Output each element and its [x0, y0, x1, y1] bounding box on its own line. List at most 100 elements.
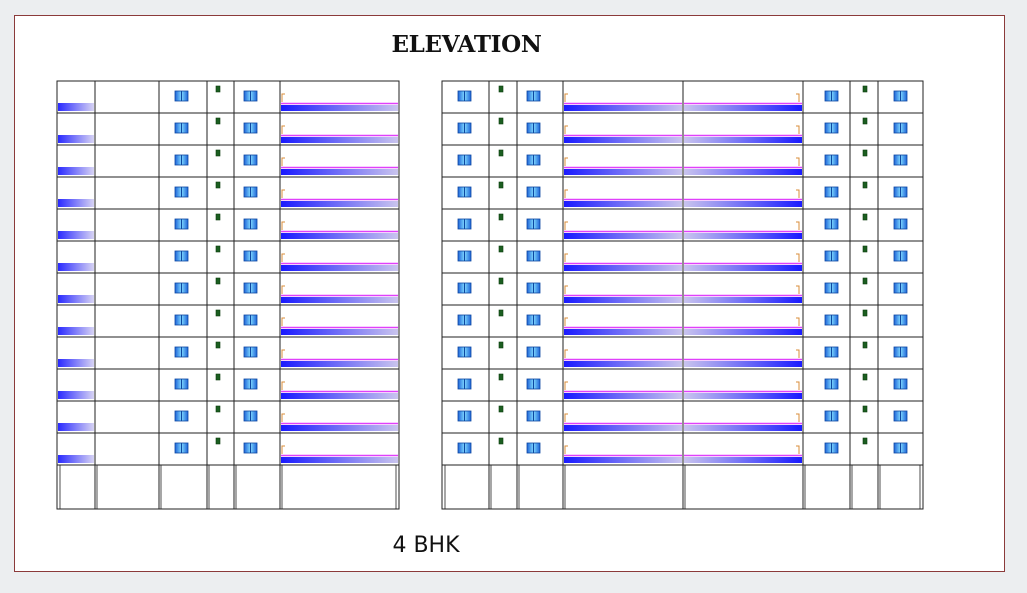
ac-unit-icon [862, 405, 868, 413]
bracket-mark [564, 285, 568, 294]
ac-unit-icon [498, 85, 504, 93]
ac-unit-icon [215, 117, 221, 125]
left-block [56, 80, 400, 510]
ac-unit-icon [215, 277, 221, 285]
balcony-slab [281, 233, 398, 239]
bracket-mark [796, 157, 800, 166]
ac-unit-icon [862, 437, 868, 445]
bracket-mark [564, 413, 568, 422]
balcony-slab [684, 425, 802, 431]
ac-unit-icon [862, 149, 868, 157]
ledge-slab [58, 455, 94, 463]
bracket-mark [281, 349, 285, 358]
bracket-mark [564, 317, 568, 326]
ledge-slab [58, 263, 94, 271]
ac-unit-icon [215, 309, 221, 317]
bracket-mark [281, 125, 285, 134]
ledge-slab [58, 199, 94, 207]
balcony-slab [281, 201, 398, 207]
drawing-caption: 4 BHK [392, 533, 460, 558]
bracket-mark [564, 253, 568, 262]
balcony-slab [684, 137, 802, 143]
ac-unit-icon [862, 277, 868, 285]
balcony-slab [564, 233, 682, 239]
ledge-slab [58, 231, 94, 239]
left-block-outline [56, 80, 400, 510]
balcony-slab [564, 297, 682, 303]
bracket-mark [796, 317, 800, 326]
balcony-slab [564, 425, 682, 431]
bracket-mark [796, 285, 800, 294]
balcony-slab [564, 105, 682, 111]
ledge-slab [58, 423, 94, 431]
ac-unit-icon [498, 405, 504, 413]
ac-unit-icon [215, 341, 221, 349]
bracket-mark [796, 413, 800, 422]
ac-unit-icon [862, 213, 868, 221]
ac-unit-icon [498, 309, 504, 317]
balcony-slab [684, 201, 802, 207]
ac-unit-icon [498, 277, 504, 285]
ac-unit-icon [215, 405, 221, 413]
bracket-mark [281, 285, 285, 294]
balcony-slab [281, 137, 398, 143]
ac-unit-icon [215, 149, 221, 157]
ledge-slab [58, 103, 94, 111]
bracket-mark [796, 381, 800, 390]
ac-unit-icon [215, 373, 221, 381]
bracket-mark [564, 125, 568, 134]
balcony-slab [564, 169, 682, 175]
bracket-mark [796, 253, 800, 262]
ledge-slab [58, 391, 94, 399]
bracket-mark [564, 157, 568, 166]
bracket-mark [281, 93, 285, 102]
ac-unit-icon [498, 373, 504, 381]
ac-unit-icon [862, 245, 868, 253]
balcony-slab [564, 393, 682, 399]
ac-unit-icon [498, 213, 504, 221]
balcony-slab [281, 329, 398, 335]
balcony-slab [281, 457, 398, 463]
ledge-slab [58, 359, 94, 367]
bracket-mark [281, 157, 285, 166]
balcony-slab [281, 169, 398, 175]
balcony-slab [684, 457, 802, 463]
ac-unit-icon [215, 437, 221, 445]
bracket-mark [281, 317, 285, 326]
bracket-mark [564, 381, 568, 390]
balcony-slab [281, 297, 398, 303]
ac-unit-icon [498, 117, 504, 125]
ledge-slab [58, 327, 94, 335]
bracket-mark [281, 189, 285, 198]
ac-unit-icon [862, 373, 868, 381]
ac-unit-icon [215, 213, 221, 221]
right-block [441, 80, 924, 510]
balcony-slab [564, 265, 682, 271]
bracket-mark [281, 253, 285, 262]
bracket-mark [564, 349, 568, 358]
ac-unit-icon [498, 245, 504, 253]
drawing-title: ELEVATION [391, 31, 542, 58]
balcony-slab [281, 361, 398, 367]
bracket-mark [281, 445, 285, 454]
bracket-mark [796, 125, 800, 134]
ac-unit-icon [498, 149, 504, 157]
ac-unit-icon [862, 181, 868, 189]
balcony-slab [281, 265, 398, 271]
balcony-slab [564, 361, 682, 367]
balcony-slab [684, 265, 802, 271]
balcony-slab [564, 201, 682, 207]
ac-unit-icon [215, 85, 221, 93]
balcony-slab [684, 361, 802, 367]
ac-unit-icon [215, 245, 221, 253]
ledge-slab [58, 295, 94, 303]
balcony-slab [684, 233, 802, 239]
bracket-mark [796, 221, 800, 230]
bracket-mark [796, 93, 800, 102]
balcony-slab [564, 329, 682, 335]
balcony-slab [564, 137, 682, 143]
ac-unit-icon [862, 117, 868, 125]
ac-unit-icon [498, 341, 504, 349]
ac-unit-icon [862, 309, 868, 317]
